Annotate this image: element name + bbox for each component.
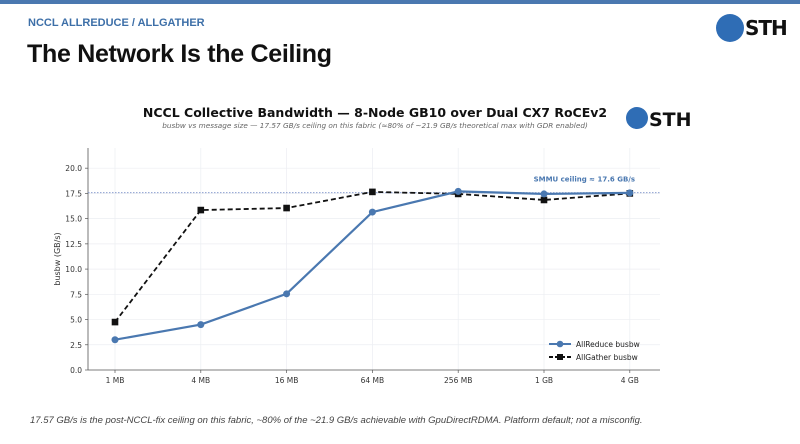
- chart-logo-icon: [626, 107, 648, 129]
- data-point-allreduce: [197, 321, 205, 329]
- top-accent-bar: [0, 0, 800, 4]
- data-point-allgather: [540, 196, 548, 204]
- data-point-allreduce: [626, 189, 634, 197]
- data-point-allgather: [111, 318, 119, 326]
- data-point-allreduce: [283, 290, 291, 298]
- data-point-allreduce: [368, 208, 376, 216]
- data-point-allgather: [197, 206, 205, 214]
- data-point-allgather: [369, 188, 376, 196]
- chart-logo-text: STH: [649, 109, 692, 131]
- data-point-allreduce: [454, 187, 462, 195]
- ceiling-label: SMMU ceiling ≈ 17.6 GB/s: [534, 176, 635, 184]
- logo-text: STH: [745, 16, 788, 40]
- x-tick-label: 64 MB: [361, 376, 385, 385]
- legend-marker: [557, 354, 563, 360]
- y-tick-label: 17.5: [65, 189, 82, 198]
- data-point-allreduce: [540, 190, 548, 198]
- x-tick-label: 256 MB: [444, 376, 472, 385]
- chart-subtitle: busbw vs message size — 17.57 GB/s ceili…: [162, 121, 588, 130]
- x-tick-label: 4 GB: [621, 376, 639, 385]
- y-tick-label: 15.0: [65, 215, 82, 224]
- y-tick-label: 12.5: [65, 240, 82, 249]
- footer-note: 17.57 GB/s is the post-NCCL-fix ceiling …: [30, 415, 643, 426]
- y-tick-label: 10.0: [65, 265, 82, 274]
- data-point-allgather: [283, 204, 290, 212]
- section-kicker: NCCL ALLREDUCE / ALLGATHER: [28, 17, 205, 29]
- y-tick-label: 20.0: [65, 164, 82, 173]
- legend-marker: [556, 340, 564, 348]
- y-tick-label: 7.5: [70, 290, 82, 299]
- page-title: The Network Is the Ceiling: [27, 40, 332, 68]
- y-tick-label: 2.5: [70, 341, 82, 350]
- y-tick-label: 0.0: [70, 366, 82, 375]
- x-tick-label: 1 MB: [106, 376, 125, 385]
- legend-label: AllGather busbw: [576, 353, 638, 362]
- chart-title: NCCL Collective Bandwidth — 8-Node GB10 …: [143, 105, 607, 120]
- y-tick-label: 5.0: [70, 316, 82, 325]
- x-tick-label: 4 MB: [191, 376, 210, 385]
- sth-logo: STH: [716, 14, 788, 42]
- y-axis-label: busbw (GB/s): [53, 232, 62, 285]
- x-tick-label: 16 MB: [275, 376, 299, 385]
- circuit-logo-icon: [716, 14, 744, 42]
- x-tick-label: 1 GB: [535, 376, 553, 385]
- legend-label: AllReduce busbw: [576, 340, 640, 349]
- data-point-allreduce: [111, 336, 119, 344]
